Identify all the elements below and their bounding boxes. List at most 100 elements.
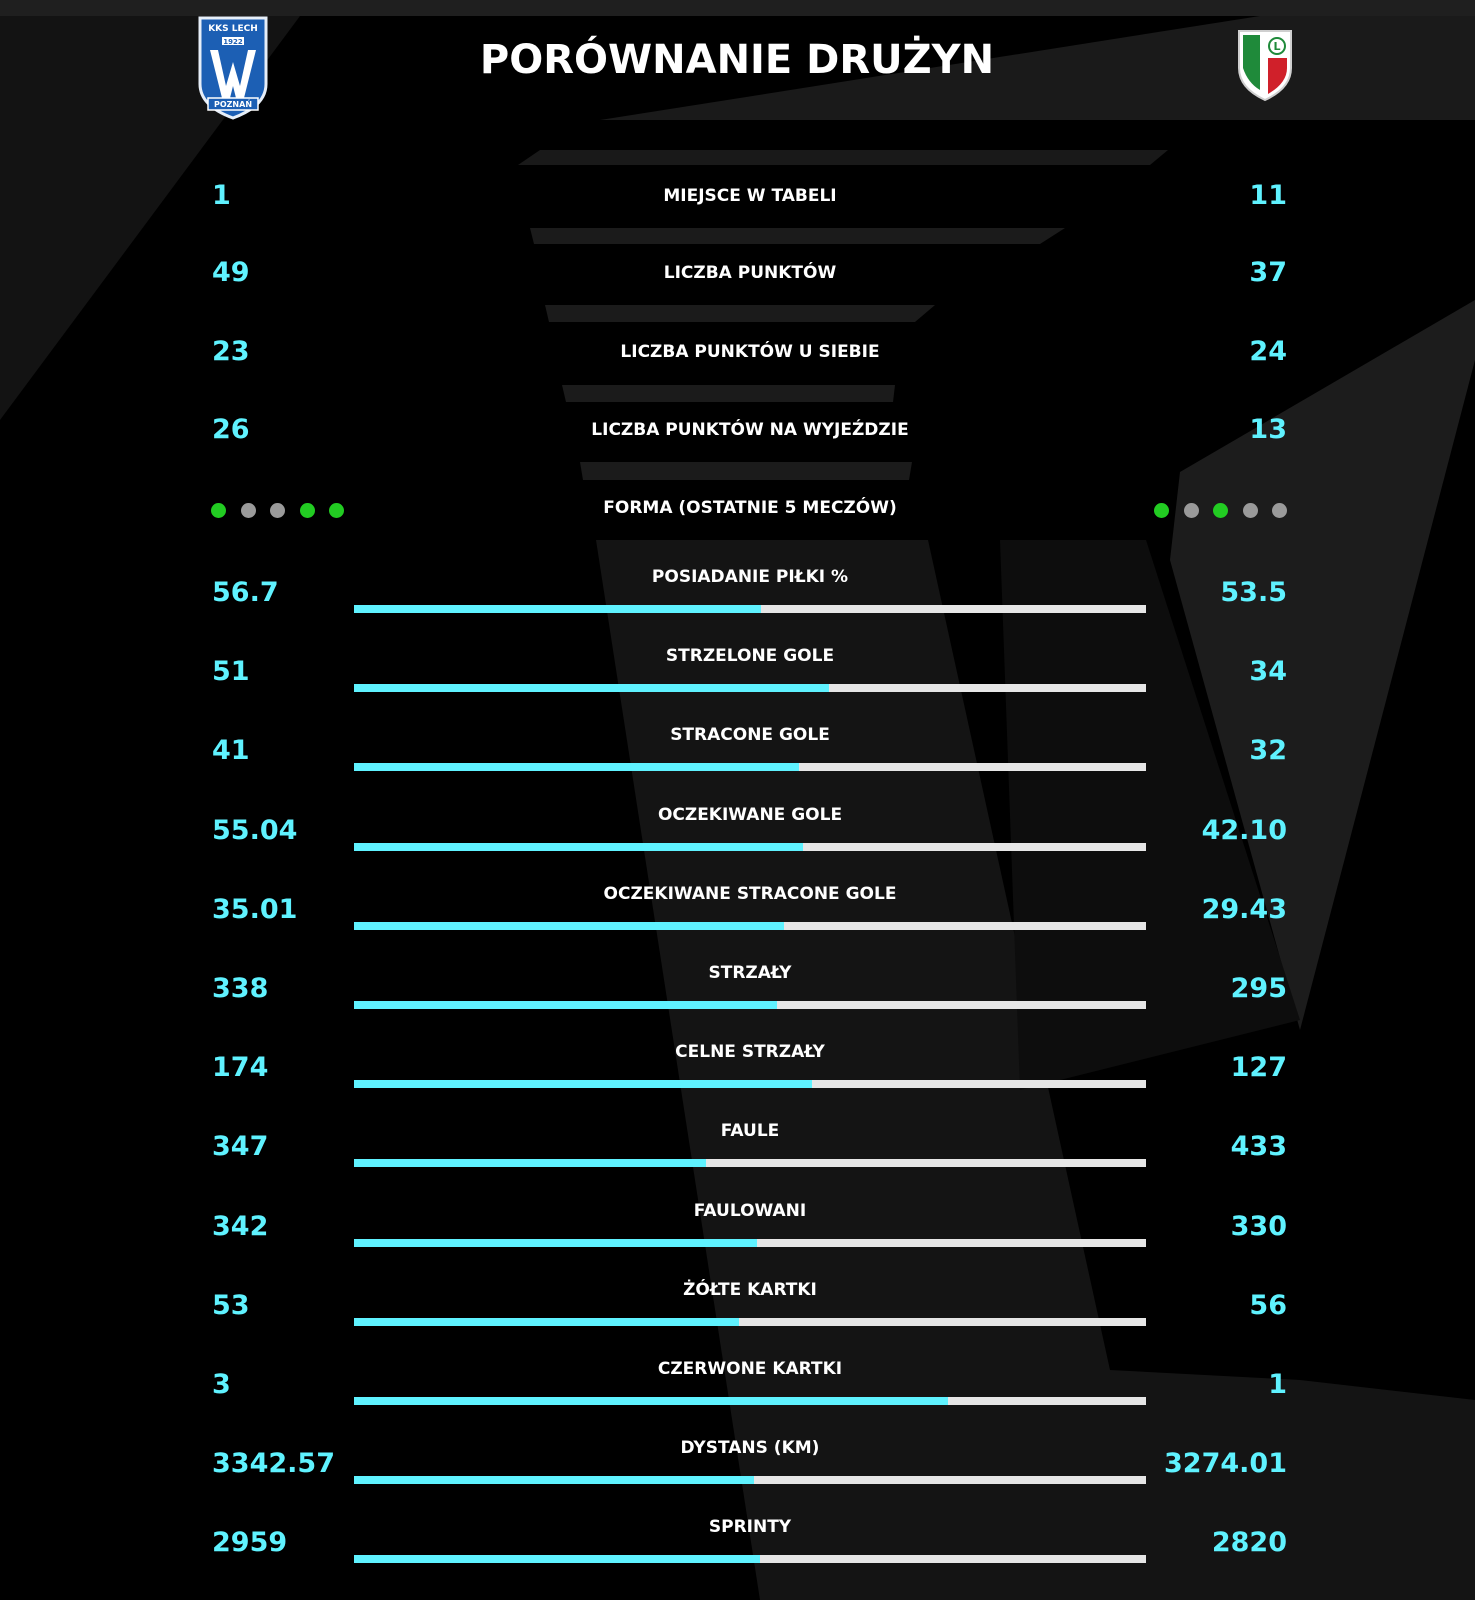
away-value: 32 — [1249, 735, 1287, 766]
stat-label: ŻÓŁTE KARTKI — [683, 1280, 817, 1300]
comparison-bar — [354, 1318, 1146, 1326]
home-value: 53 — [212, 1290, 250, 1321]
comparison-bar — [354, 922, 1146, 930]
comparison-bar — [354, 684, 1146, 692]
stat-label: STRZELONE GOLE — [665, 646, 835, 666]
home-value: 347 — [212, 1131, 269, 1162]
svg-text:1922: 1922 — [223, 38, 243, 46]
away-value: 295 — [1230, 973, 1287, 1004]
stat-label: OCZEKIWANE GOLE — [657, 805, 843, 825]
home-value: 55.04 — [212, 815, 298, 846]
home-value: 26 — [212, 414, 250, 445]
away-team-crest-icon: L — [1238, 30, 1292, 102]
home-value: 338 — [212, 973, 269, 1004]
home-share-fill — [354, 1239, 757, 1247]
away-form-dots — [1154, 503, 1294, 519]
home-share-fill — [354, 1080, 812, 1088]
stat-label: CZERWONE KARTKI — [657, 1359, 843, 1379]
away-value: 433 — [1230, 1131, 1287, 1162]
stat-label: DYSTANS (KM) — [680, 1438, 820, 1458]
home-share-fill — [354, 1397, 948, 1405]
away-value: 330 — [1230, 1211, 1287, 1242]
form-dot-win — [211, 503, 226, 518]
away-value: 29.43 — [1201, 894, 1287, 925]
away-value: 2820 — [1211, 1527, 1287, 1558]
home-share-fill — [354, 1159, 706, 1167]
home-value: 41 — [212, 735, 250, 766]
home-share-fill — [354, 1318, 739, 1326]
home-value: 51 — [212, 656, 250, 687]
form-dot-other — [1183, 503, 1199, 518]
away-value: 53.5 — [1220, 577, 1287, 608]
stat-label: SPRINTY — [708, 1517, 792, 1537]
away-value: 24 — [1249, 336, 1287, 367]
form-dot-other — [240, 503, 256, 518]
stat-label: OCZEKIWANE STRACONE GOLE — [603, 884, 897, 904]
stat-label: LICZBA PUNKTÓW NA WYJEŹDZIE — [591, 420, 909, 440]
stat-label: CELNE STRZAŁY — [675, 1042, 825, 1062]
home-share-fill — [354, 684, 829, 692]
comparison-bar — [354, 605, 1146, 613]
away-value: 3274.01 — [1164, 1448, 1287, 1479]
stat-label: MIEJSCE W TABELI — [663, 186, 837, 206]
home-value: 174 — [212, 1052, 269, 1083]
page-title: PORÓWNANIE DRUŻYN — [479, 37, 995, 83]
home-value: 49 — [212, 257, 250, 288]
comparison-bar — [354, 1080, 1146, 1088]
home-form-dots — [211, 503, 351, 519]
comparison-bar — [354, 1159, 1146, 1167]
home-value: 3 — [212, 1369, 231, 1400]
form-dot-other — [1242, 503, 1258, 518]
home-share-fill — [354, 922, 784, 930]
stat-label: STRZAŁY — [708, 963, 792, 983]
comparison-bar — [354, 1476, 1146, 1484]
away-value: 56 — [1249, 1290, 1287, 1321]
home-value: 3342.57 — [212, 1448, 335, 1479]
comparison-bar — [354, 1001, 1146, 1009]
away-value: 34 — [1249, 656, 1287, 687]
away-value: 13 — [1249, 414, 1287, 445]
home-share-fill — [354, 763, 799, 771]
comparison-bar — [354, 1239, 1146, 1247]
stat-label: LICZBA PUNKTÓW U SIEBIE — [620, 342, 880, 362]
svg-text:POZNAŃ: POZNAŃ — [214, 98, 252, 109]
form-dot-other — [1272, 503, 1287, 518]
stat-label: FAULOWANI — [693, 1201, 807, 1221]
away-value: 11 — [1249, 180, 1287, 211]
home-team-crest-icon: KKS LECH 1922 POZNAŃ — [198, 16, 268, 120]
home-share-fill — [354, 843, 803, 851]
home-value: 56.7 — [212, 577, 279, 608]
home-value: 23 — [212, 336, 250, 367]
form-dot-win — [1154, 503, 1169, 518]
stat-label: STRACONE GOLE — [670, 725, 830, 745]
top-strip — [0, 0, 1475, 16]
away-value: 127 — [1230, 1052, 1287, 1083]
home-value: 1 — [212, 180, 231, 211]
comparison-bar — [354, 1397, 1146, 1405]
home-share-fill — [354, 1555, 760, 1563]
svg-text:L: L — [1273, 40, 1280, 53]
away-value: 1 — [1268, 1369, 1287, 1400]
home-value: 35.01 — [212, 894, 298, 925]
home-share-fill — [354, 1001, 777, 1009]
svg-text:KKS LECH: KKS LECH — [208, 24, 258, 34]
stat-label: FORMA (OSTATNIE 5 MECZÓW) — [603, 498, 897, 518]
stat-label: LICZBA PUNKTÓW — [663, 263, 837, 283]
form-dot-other — [270, 503, 285, 518]
home-value: 2959 — [212, 1527, 288, 1558]
home-share-fill — [354, 1476, 754, 1484]
away-value: 42.10 — [1201, 815, 1287, 846]
away-value: 37 — [1249, 257, 1287, 288]
home-value: 342 — [212, 1211, 269, 1242]
comparison-bar — [354, 763, 1146, 771]
form-dot-win — [299, 503, 315, 518]
comparison-bar — [354, 843, 1146, 851]
home-share-fill — [354, 605, 761, 613]
form-dot-win — [329, 503, 344, 518]
comparison-bar — [354, 1555, 1146, 1563]
stat-label: POSIADANIE PIŁKI % — [651, 567, 849, 587]
stat-label: FAULE — [720, 1121, 780, 1141]
form-dot-win — [1213, 503, 1228, 518]
